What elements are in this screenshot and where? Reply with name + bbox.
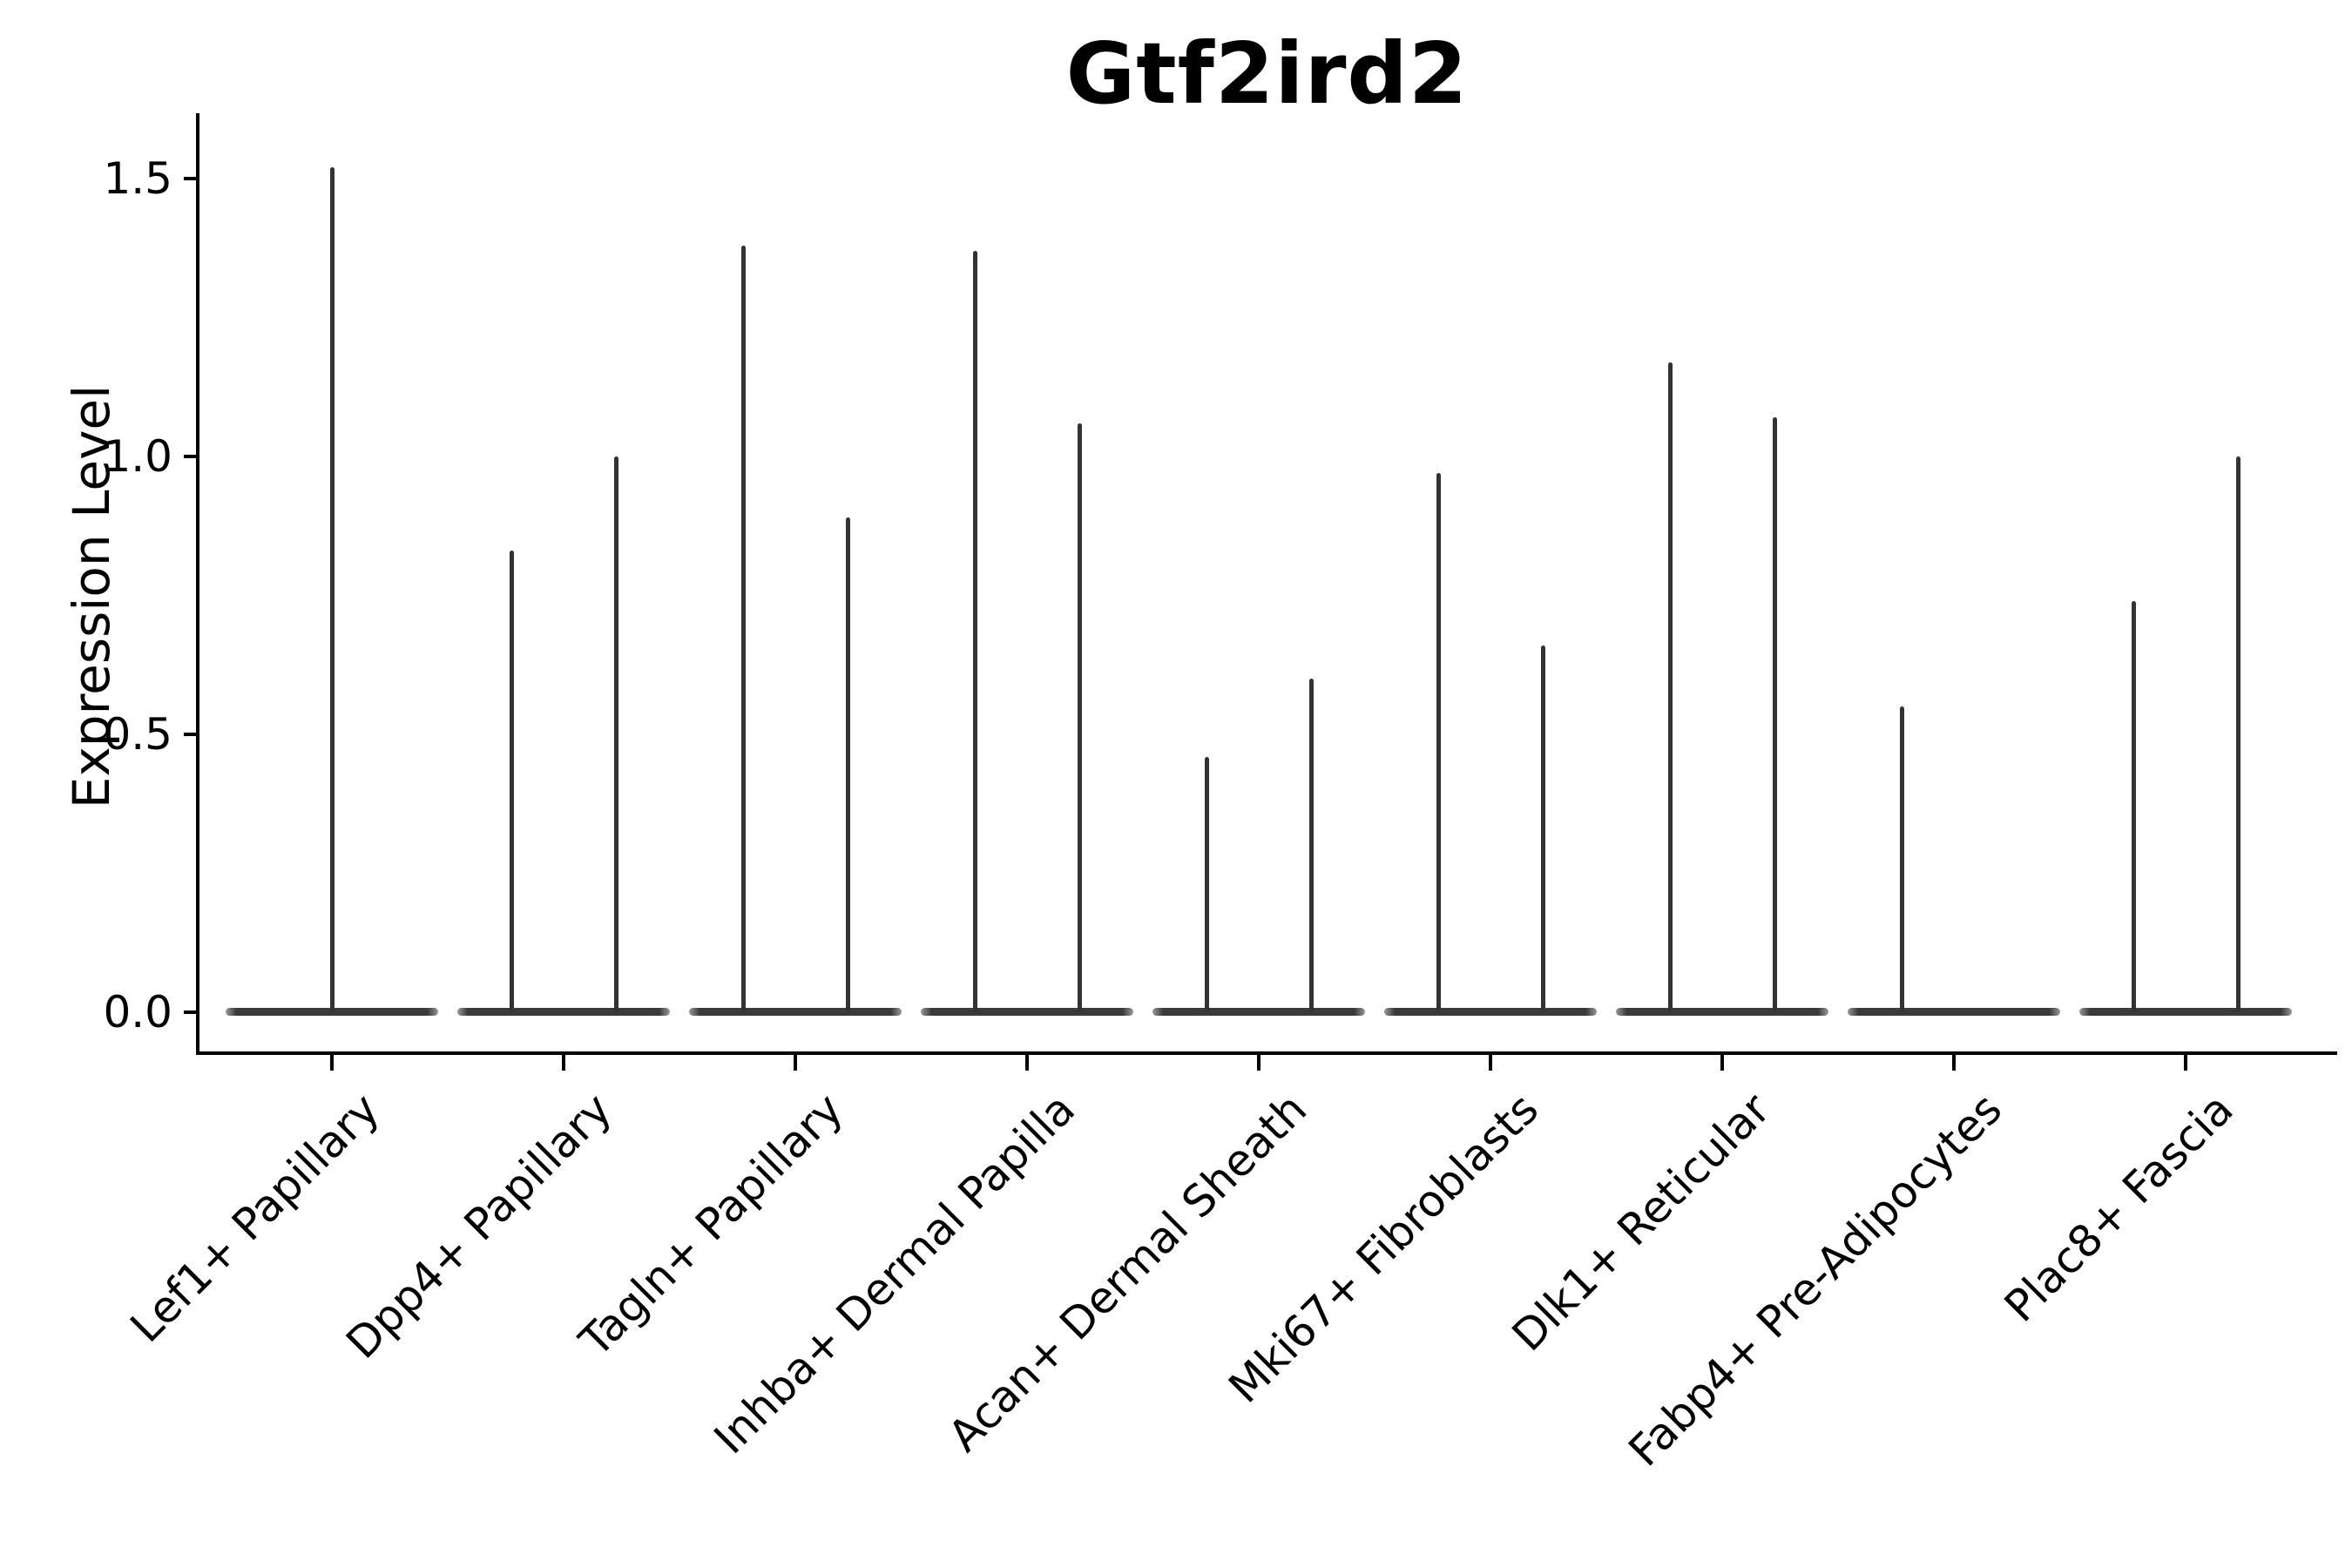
y-tick-label: 1.0 xyxy=(103,431,172,482)
violin-spike xyxy=(1308,679,1314,1011)
y-axis-spine xyxy=(196,113,199,1055)
violin-body-zero xyxy=(2079,1008,2292,1016)
violin-body-zero xyxy=(921,1008,1133,1016)
violin-spike xyxy=(509,551,514,1011)
x-tick-label: Plac8+ Fascia xyxy=(1995,1084,2244,1332)
x-tick-mark xyxy=(1952,1055,1956,1071)
chart-title: Gtf2ird2 xyxy=(1065,24,1469,123)
y-tick-mark xyxy=(184,177,198,180)
x-tick-label: Lef1+ Papillary xyxy=(120,1084,390,1353)
x-tick-mark xyxy=(2184,1055,2187,1071)
violin-spike xyxy=(1899,706,1904,1011)
violin-body-zero xyxy=(689,1008,902,1016)
x-tick-label: Fabp4+ Pre-Adipocytes xyxy=(1619,1084,2012,1477)
violin-spike xyxy=(1667,362,1673,1011)
x-tick-mark xyxy=(562,1055,565,1071)
x-tick-label: Dlk1+ Reticular xyxy=(1502,1084,1781,1362)
y-tick-label: 0.0 xyxy=(103,987,172,1037)
violin-body-zero xyxy=(457,1008,670,1016)
y-tick-label: 1.5 xyxy=(103,153,172,204)
y-tick-mark xyxy=(184,1010,198,1014)
x-tick-mark xyxy=(330,1055,334,1071)
y-tick-mark xyxy=(184,733,198,736)
x-tick-mark xyxy=(1720,1055,1724,1071)
violin-spike xyxy=(1540,645,1545,1011)
violin-body-zero xyxy=(1616,1008,1828,1016)
x-tick-mark xyxy=(794,1055,797,1071)
violin-spike xyxy=(1077,422,1082,1011)
violin-spike xyxy=(1204,756,1209,1011)
violin-spike xyxy=(972,250,977,1011)
violin-spike xyxy=(2131,600,2136,1011)
x-axis-spine xyxy=(196,1051,2337,1055)
x-tick-mark xyxy=(1257,1055,1260,1071)
violin-body-zero xyxy=(1848,1008,2060,1016)
violin-spike xyxy=(329,167,335,1011)
violin-spike xyxy=(1772,417,1777,1011)
violin-spike xyxy=(845,517,850,1011)
y-tick-mark xyxy=(184,455,198,458)
violin-spike xyxy=(740,245,746,1011)
x-tick-mark xyxy=(1489,1055,1492,1071)
y-tick-label: 0.5 xyxy=(103,709,172,760)
violin-spike xyxy=(613,456,618,1011)
violin-body-zero xyxy=(1152,1008,1365,1016)
x-tick-mark xyxy=(1025,1055,1029,1071)
violin-body-zero xyxy=(1384,1008,1597,1016)
violin-spike xyxy=(2235,456,2240,1011)
violin-spike xyxy=(1436,473,1441,1011)
violin-body-zero xyxy=(226,1008,438,1016)
